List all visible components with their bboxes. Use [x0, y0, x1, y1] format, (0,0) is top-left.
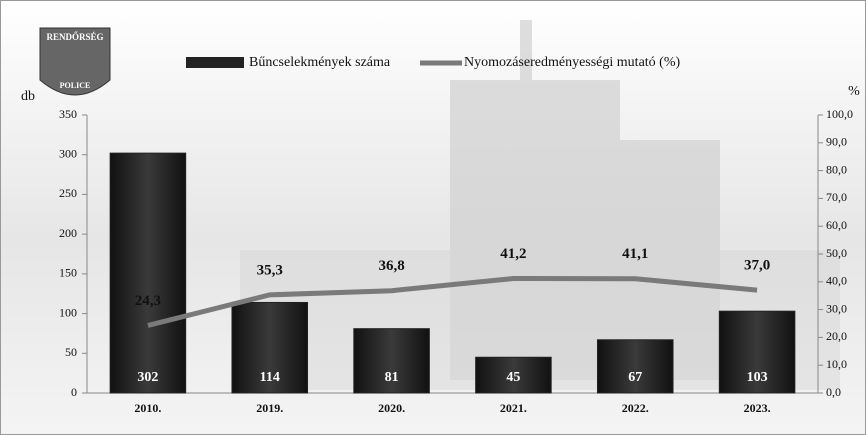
- y2-tick-label: 70,0: [826, 190, 847, 204]
- line-value-label: 41,1: [622, 246, 648, 262]
- y2-tick-label: 90,0: [826, 135, 847, 149]
- y2-tick-label: 80,0: [826, 162, 847, 176]
- x-tick-label: 2022.: [622, 401, 649, 415]
- y-axis-label: db: [21, 89, 35, 104]
- x-tick-label: 2019.: [256, 401, 283, 415]
- y-tick-label: 50: [65, 345, 77, 359]
- y2-tick-label: 10,0: [826, 357, 847, 371]
- y-tick-label: 100: [59, 305, 77, 319]
- line-value-label: 37,0: [744, 258, 770, 274]
- bar: [110, 153, 186, 393]
- logo: RENDŐRSÉG POLICE: [40, 28, 110, 95]
- bar-value-label: 302: [137, 370, 158, 385]
- line-value-label: 36,8: [378, 258, 404, 274]
- y-tick-label: 250: [59, 186, 77, 200]
- legend-swatch: [186, 57, 244, 68]
- chart: RENDŐRSÉG POLICE db % 0 50 100 150 200 250 300…: [0, 0, 866, 435]
- y-tick-label: 200: [59, 226, 77, 240]
- y2-tick-label: 60,0: [826, 218, 847, 232]
- bar-value-label: 81: [385, 370, 399, 385]
- bar-value-label: 103: [747, 370, 768, 385]
- line-value-label: 41,2: [500, 246, 526, 262]
- y2-tick-label: 20,0: [826, 329, 847, 343]
- x-tick-label: 2023.: [744, 401, 771, 415]
- legend-label: Bűncselekmények száma: [249, 55, 391, 70]
- y2-tick-label: 0,0: [826, 385, 841, 399]
- y-tick-label: 150: [59, 266, 77, 280]
- y-tick-label: 350: [59, 107, 77, 121]
- logo-bottom: POLICE: [60, 81, 91, 90]
- y2-tick-label: 50,0: [826, 246, 847, 260]
- x-tick-label: 2021.: [500, 401, 527, 415]
- x-tick-label: 2010.: [134, 401, 161, 415]
- bar-value-label: 45: [506, 370, 520, 385]
- y2-axis-label: %: [848, 84, 860, 99]
- y2-tick-label: 100,0: [826, 107, 853, 121]
- logo-top: RENDŐRSÉG: [46, 32, 103, 42]
- bar-value-label: 114: [260, 370, 280, 385]
- legend-label: Nyomozáseredményességi mutató (%): [464, 55, 680, 70]
- line-value-label: 24,3: [135, 293, 161, 309]
- line-value-label: 35,3: [257, 262, 283, 278]
- y-tick-label: 0: [71, 385, 77, 399]
- x-tick-label: 2020.: [378, 401, 405, 415]
- y-tick-label: 300: [59, 146, 77, 160]
- y2-tick-label: 40,0: [826, 274, 847, 288]
- y2-tick-label: 30,0: [826, 301, 847, 315]
- bar-value-label: 67: [628, 370, 642, 385]
